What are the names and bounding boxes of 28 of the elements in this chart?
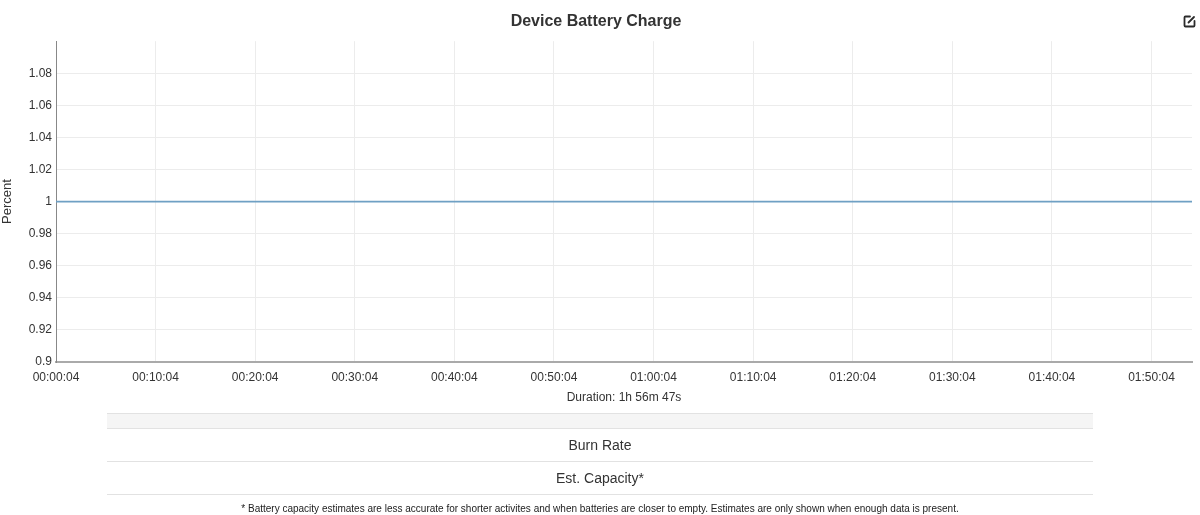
y-tick-label: 1 (45, 193, 53, 208)
text: Est. Capacity* (107, 462, 1093, 495)
x-tick-label: 01:40:04 (1028, 369, 1076, 384)
y-tick-label: 1.06 (28, 97, 53, 112)
x-tick-label: 01:30:04 (928, 369, 977, 384)
chart-title: Device Battery Charge (510, 12, 682, 30)
x-tick-label: 01:50:04 (1128, 369, 1176, 384)
x-tick-label: 00:40:04 (431, 369, 479, 384)
y-tick-label: 0.92 (28, 322, 53, 337)
x-tick-label: 01:10:04 (729, 369, 777, 384)
y-tick-label: 0.96 (28, 258, 53, 273)
x-tick-label: 01:00:04 (630, 369, 678, 384)
text: * Battery capacity estimates are less accurate for shorter activites and when batteries are closer to empty. Estimates are only shown when enough data is present. (240, 503, 960, 515)
x-tick-label: 00:20:04 (231, 369, 279, 384)
x-tick-label: 00:00:04 (32, 369, 80, 384)
y-tick-label: 0.9 (35, 354, 53, 369)
x-axis-title: Duration: 1h 56m 47s (566, 390, 682, 405)
y-tick-label: 0.94 (28, 290, 53, 305)
y-tick-label: 1.04 (28, 129, 53, 144)
y-tick-label: 0.98 (28, 225, 53, 240)
y-tick-label: 1.02 (28, 161, 53, 176)
x-tick-label: 00:30:04 (331, 369, 379, 384)
y-tick-label: 1.08 (28, 65, 53, 80)
x-tick-label: 01:20:04 (829, 369, 877, 384)
y-axis-title: Percent (0, 178, 15, 225)
x-tick-label: 00:50:04 (530, 369, 578, 384)
text: Burn Rate (107, 429, 1093, 462)
x-tick-label: 00:10:04 (132, 369, 180, 384)
